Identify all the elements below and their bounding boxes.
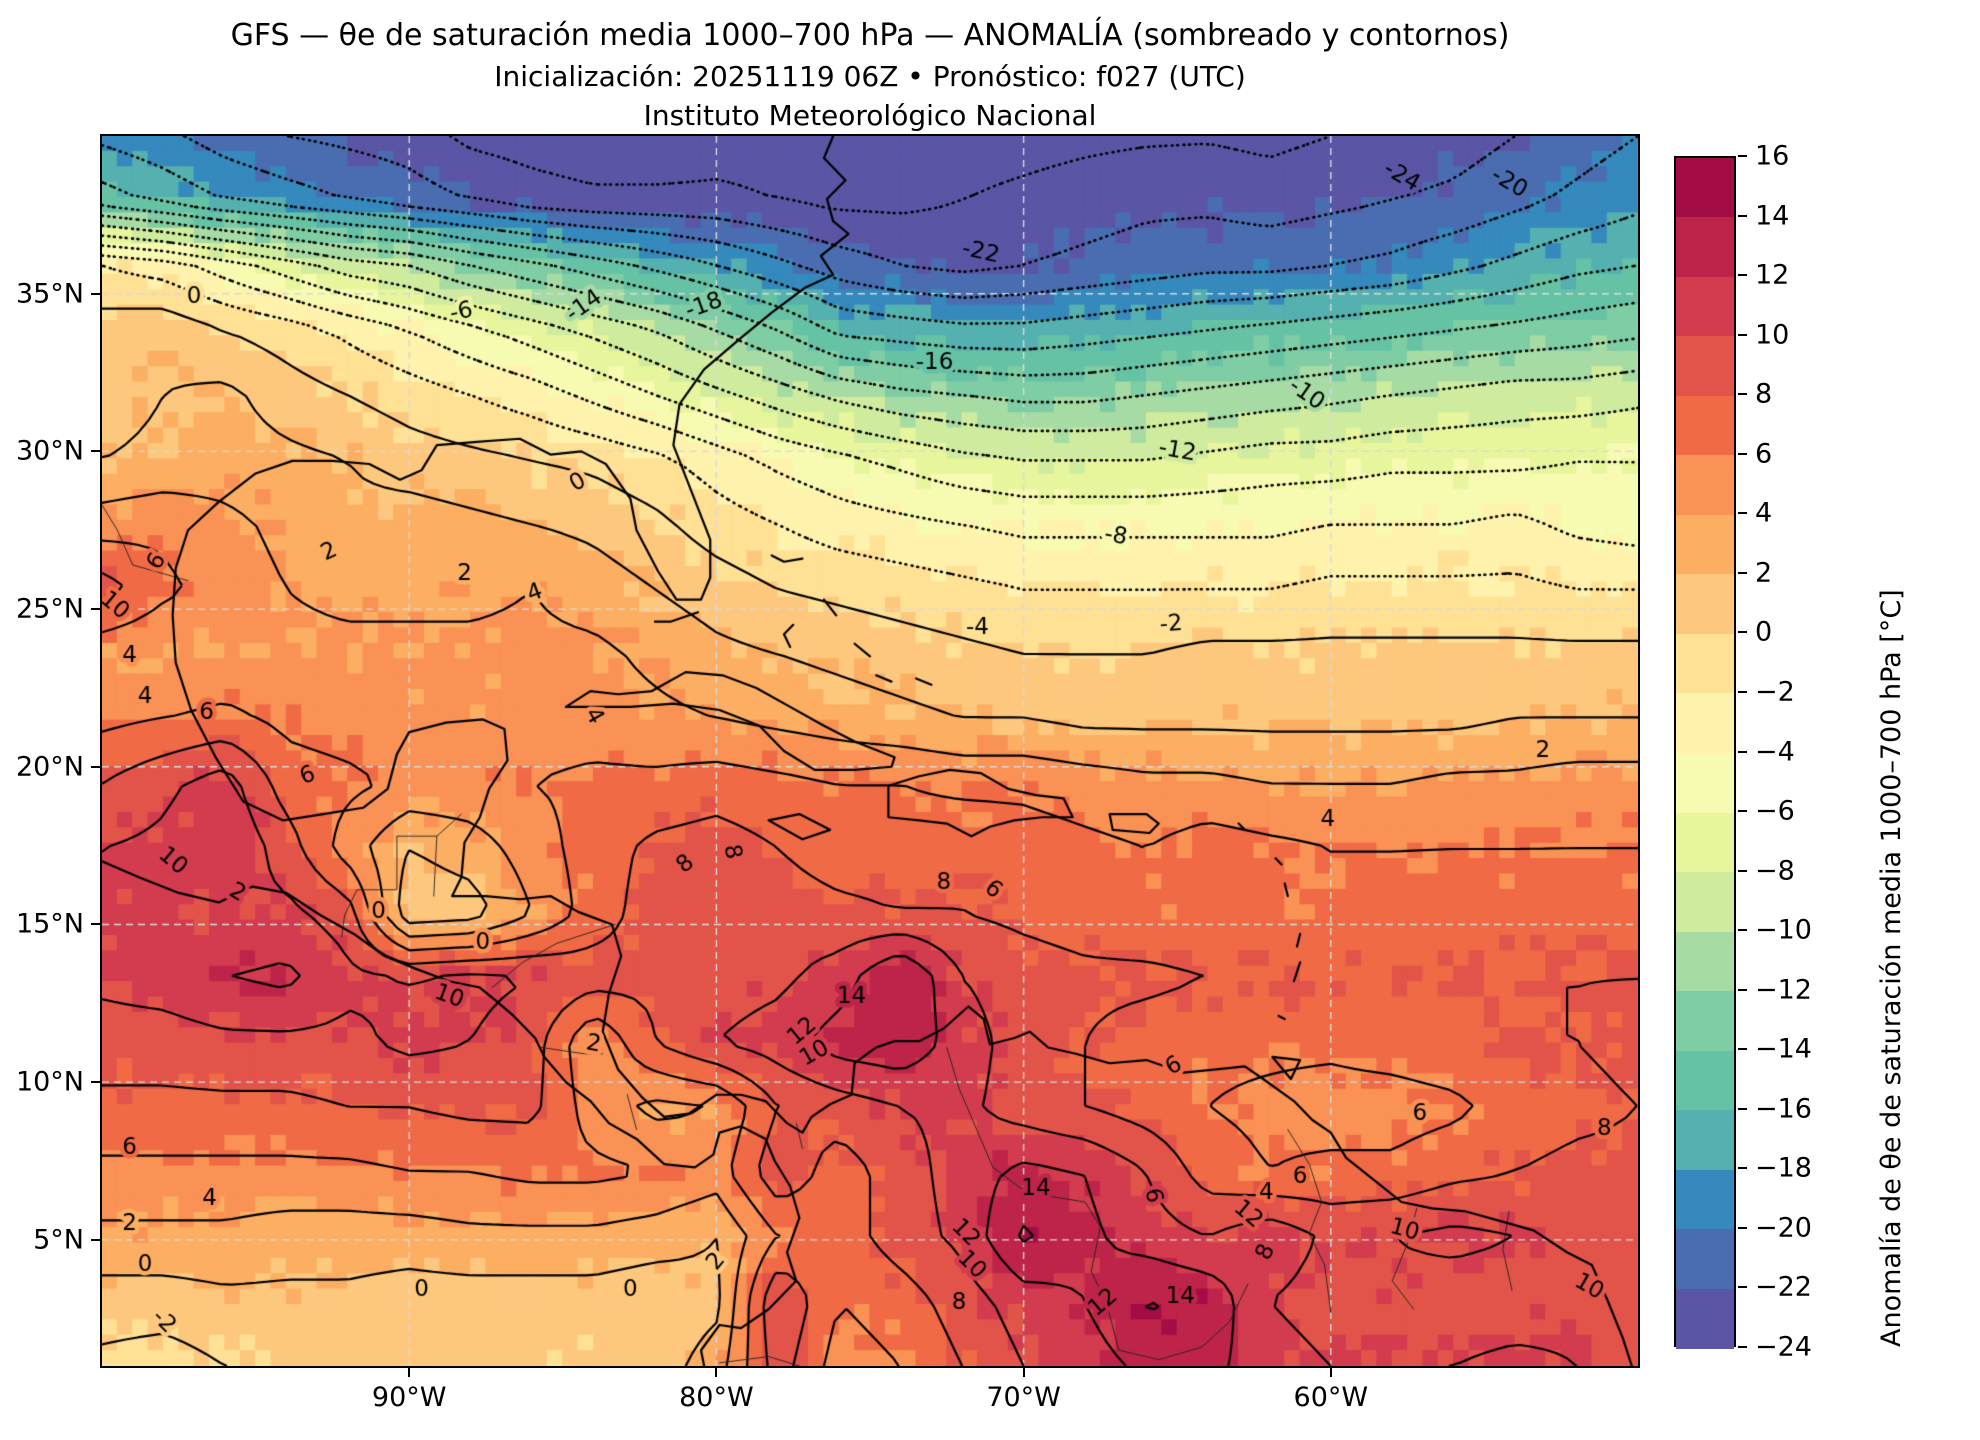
- y-tick-label: 5°N: [33, 1224, 84, 1256]
- y-tick-label: 10°N: [15, 1066, 84, 1098]
- x-tick-label: 80°W: [679, 1382, 754, 1413]
- colorbar-segment: [1676, 514, 1734, 575]
- map-plot-area: [102, 136, 1638, 1366]
- colorbar-segment: [1676, 336, 1734, 397]
- colorbar-segment: [1676, 217, 1734, 278]
- figure-title: GFS — θe de saturación media 1000–700 hP…: [230, 18, 1510, 53]
- y-tick-label: 15°N: [15, 908, 84, 940]
- colorbar-tick-label: −24: [1755, 1331, 1812, 1363]
- colorbar-tick-label: −14: [1755, 1033, 1812, 1065]
- x-tick-label: 90°W: [371, 1382, 447, 1413]
- colorbar-segment: [1676, 395, 1734, 456]
- colorbar-segment: [1676, 158, 1734, 219]
- y-tick-label: 30°N: [15, 435, 84, 467]
- y-tick-label: 20°N: [15, 751, 84, 783]
- colorbar-tick-mark: [1738, 512, 1747, 515]
- colorbar-tick-mark: [1738, 750, 1747, 753]
- y-tick-mark: [91, 450, 100, 453]
- x-tick-mark: [1329, 1368, 1332, 1377]
- colorbar-segment: [1676, 812, 1734, 873]
- colorbar-tick-mark: [1738, 988, 1747, 991]
- colorbar-tick-mark: [1738, 571, 1747, 574]
- colorbar-tick-label: −6: [1755, 795, 1795, 827]
- x-tick-mark: [408, 1368, 411, 1377]
- figure-institution: Instituto Meteorológico Nacional: [643, 99, 1097, 132]
- colorbar-tick-mark: [1738, 690, 1747, 693]
- colorbar-segment: [1676, 1110, 1734, 1171]
- colorbar-tick-mark: [1738, 929, 1747, 932]
- colorbar-tick-mark: [1738, 1107, 1747, 1110]
- colorbar-tick-label: 16: [1755, 140, 1790, 172]
- colorbar-tick-label: −12: [1755, 974, 1812, 1006]
- colorbar-segment: [1676, 1288, 1734, 1349]
- colorbar-tick-mark: [1738, 333, 1747, 336]
- colorbar-tick-label: 4: [1755, 497, 1773, 529]
- colorbar-segment: [1676, 1169, 1734, 1230]
- colorbar-tick-label: −20: [1755, 1212, 1812, 1244]
- colorbar-tick-mark: [1738, 155, 1747, 157]
- anomaly-map-canvas: [102, 136, 1638, 1366]
- colorbar-tick-label: −16: [1755, 1093, 1812, 1125]
- y-tick-mark: [91, 292, 100, 295]
- colorbar-segment: [1676, 872, 1734, 933]
- colorbar-tick-label: 14: [1755, 200, 1790, 232]
- y-tick-label: 35°N: [15, 278, 84, 310]
- colorbar-tick-mark: [1738, 393, 1747, 396]
- colorbar-segment: [1676, 1050, 1734, 1111]
- colorbar-tick-label: 10: [1755, 319, 1790, 351]
- colorbar-tick-mark: [1738, 1048, 1747, 1051]
- x-tick-mark: [1022, 1368, 1025, 1377]
- colorbar-tick-mark: [1738, 1226, 1747, 1229]
- y-tick-mark: [91, 765, 100, 768]
- colorbar-tick-mark: [1738, 452, 1747, 455]
- colorbar-tick-mark: [1738, 214, 1747, 217]
- colorbar-segment: [1676, 574, 1734, 635]
- y-tick-mark: [91, 1081, 100, 1084]
- colorbar-tick-mark: [1738, 631, 1747, 634]
- y-tick-mark: [91, 608, 100, 611]
- colorbar-tick-label: 12: [1755, 259, 1790, 291]
- colorbar-tick-mark: [1738, 274, 1747, 277]
- colorbar-segment: [1676, 693, 1734, 754]
- colorbar-segment: [1676, 931, 1734, 992]
- colorbar-segment: [1676, 1229, 1734, 1290]
- colorbar-segment: [1676, 753, 1734, 814]
- colorbar-tick-label: 6: [1755, 438, 1773, 470]
- colorbar-tick-label: −8: [1755, 855, 1795, 887]
- colorbar-tick-label: 8: [1755, 378, 1773, 410]
- colorbar-segment: [1676, 276, 1734, 337]
- y-tick-mark: [91, 1238, 100, 1241]
- colorbar-tick-mark: [1738, 1167, 1747, 1170]
- colorbar-tick-mark: [1738, 810, 1747, 813]
- figure-subtitle-init-forecast: Inicialización: 20251119 06Z • Pronóstic…: [494, 60, 1246, 93]
- x-tick-label: 60°W: [1293, 1382, 1369, 1413]
- colorbar-axis-label: Anomalía de θe de saturación media 1000–…: [1876, 589, 1907, 1347]
- colorbar-segment: [1676, 633, 1734, 694]
- x-tick-label: 70°W: [986, 1382, 1061, 1413]
- y-tick-mark: [91, 923, 100, 926]
- colorbar: [1674, 156, 1736, 1349]
- x-tick-mark: [715, 1368, 718, 1377]
- colorbar-tick-label: 2: [1755, 557, 1773, 589]
- colorbar-tick-label: −10: [1755, 914, 1812, 946]
- colorbar-tick-label: −22: [1755, 1271, 1812, 1303]
- colorbar-tick-label: −2: [1755, 676, 1795, 708]
- y-tick-label: 25°N: [15, 593, 84, 625]
- colorbar-tick-mark: [1738, 1346, 1747, 1348]
- colorbar-segment: [1676, 991, 1734, 1052]
- colorbar-tick-label: 0: [1755, 616, 1773, 648]
- colorbar-segment: [1676, 455, 1734, 516]
- colorbar-tick-label: −18: [1755, 1152, 1812, 1184]
- colorbar-tick-mark: [1738, 869, 1747, 872]
- colorbar-tick-label: −4: [1755, 736, 1795, 767]
- colorbar-tick-mark: [1738, 1286, 1747, 1289]
